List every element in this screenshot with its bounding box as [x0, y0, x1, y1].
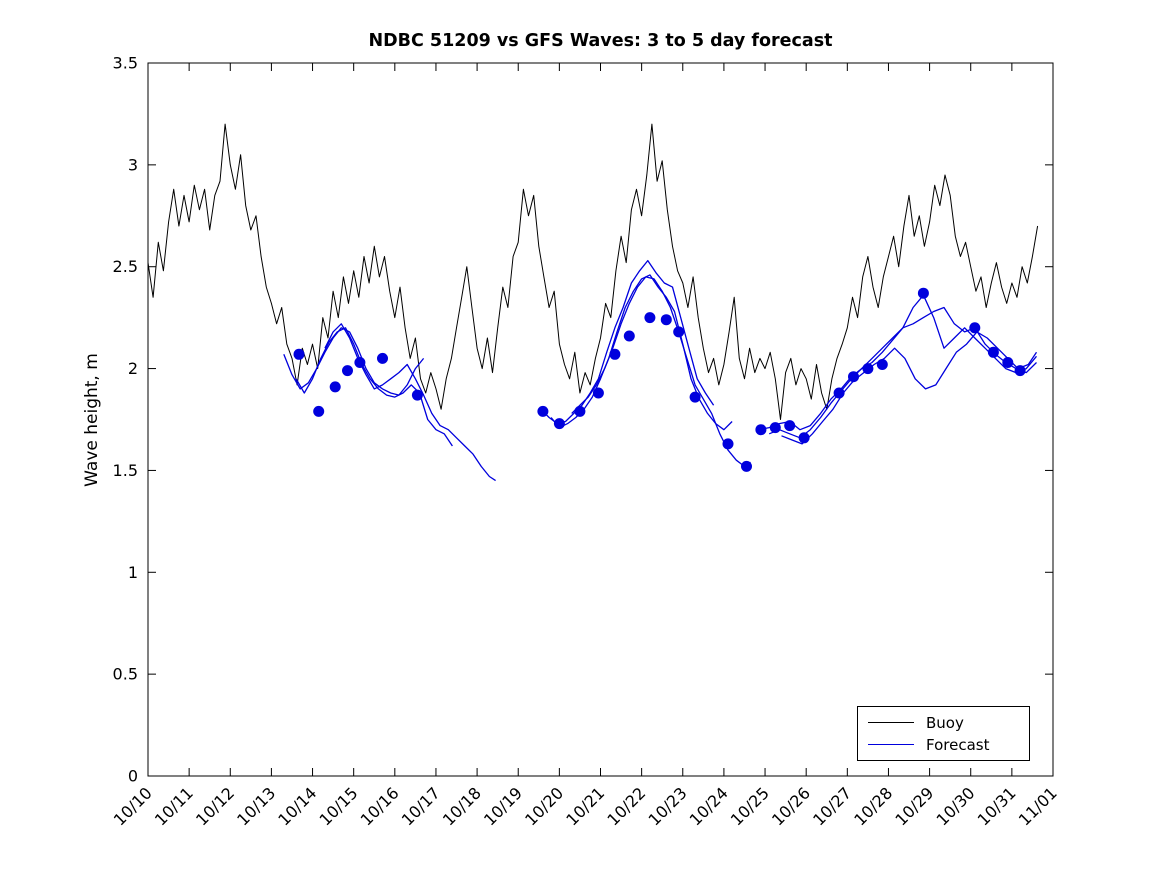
- forecast-marker: [342, 365, 353, 377]
- forecast-marker: [741, 460, 752, 472]
- x-tick-label: 10/28: [850, 783, 896, 829]
- forecast-marker: [377, 352, 388, 364]
- x-tick-label: 10/17: [398, 783, 444, 829]
- forecast-marker: [722, 438, 734, 450]
- y-tick-label: 2.5: [113, 257, 138, 276]
- forecast-marker: [411, 389, 423, 401]
- y-axis-label: Wave height, m: [82, 353, 102, 487]
- x-tick-label: 10/19: [480, 783, 526, 829]
- x-tick-label: 10/22: [603, 783, 649, 829]
- forecast-marker: [1002, 357, 1014, 368]
- y-tick-label: 0: [128, 767, 138, 786]
- forecast-marker: [609, 348, 621, 360]
- forecast-series-line: [283, 327, 425, 396]
- forecast-marker: [833, 387, 845, 399]
- forecast-marker: [689, 391, 701, 403]
- forecast-series-line: [571, 276, 751, 468]
- x-tick-label: 10/11: [151, 783, 197, 829]
- x-tick-label: 11/01: [1015, 783, 1061, 829]
- forecast-marker: [660, 314, 672, 326]
- y-tick-label: 2: [128, 359, 138, 378]
- forecast-marker: [313, 405, 325, 417]
- forecast-marker: [862, 363, 874, 375]
- y-tick-label: 1: [128, 563, 138, 582]
- forecast-marker: [969, 322, 981, 334]
- forecast-marker: [644, 312, 656, 324]
- legend-entry-buoy: Buoy: [868, 714, 1019, 732]
- legend: Buoy Forecast: [857, 706, 1030, 761]
- forecast-series-line: [324, 323, 496, 482]
- forecast-marker: [755, 424, 767, 436]
- forecast-marker: [293, 348, 305, 360]
- y-tick-label: 3.5: [113, 54, 138, 73]
- x-tick-label: 10/16: [357, 783, 403, 829]
- x-tick-label: 10/13: [233, 783, 279, 829]
- x-tick-label: 10/23: [645, 783, 691, 829]
- x-tick-label: 10/27: [809, 783, 855, 829]
- forecast-marker: [673, 326, 685, 338]
- forecast-marker: [329, 381, 341, 393]
- legend-entry-forecast: Forecast: [868, 736, 1019, 754]
- x-tick-label: 10/15: [315, 783, 361, 829]
- forecast-marker: [917, 287, 929, 299]
- forecast-marker: [354, 357, 366, 368]
- forecast-series-line: [540, 259, 715, 425]
- x-tick-label: 10/20: [521, 783, 567, 829]
- buoy-line-sample-icon: [868, 722, 914, 723]
- forecast-marker: [784, 420, 796, 432]
- x-tick-label: 10/25: [727, 783, 773, 829]
- x-tick-label: 10/12: [192, 783, 238, 829]
- forecast-series-line: [781, 331, 1038, 445]
- x-tick-label: 10/10: [110, 783, 156, 829]
- x-tick-label: 10/24: [686, 783, 732, 829]
- chart-title: NDBC 51209 vs GFS Waves: 3 to 5 day fore…: [368, 31, 833, 51]
- forecast-series-line: [295, 327, 453, 447]
- forecast-marker: [537, 405, 549, 417]
- legend-label-buoy: Buoy: [926, 713, 964, 732]
- forecast-marker: [848, 371, 859, 383]
- forecast-marker: [574, 405, 586, 417]
- x-tick-label: 10/21: [562, 783, 608, 829]
- forecast-marker: [987, 346, 999, 358]
- x-tick-label: 10/29: [891, 783, 937, 829]
- y-tick-label: 1.5: [113, 461, 138, 480]
- x-tick-label: 10/26: [768, 783, 814, 829]
- x-tick-label: 10/30: [933, 783, 979, 829]
- x-tick-label: 10/18: [439, 783, 485, 829]
- buoy-series-line: [147, 123, 1039, 420]
- forecast-marker: [769, 422, 781, 434]
- forecast-marker: [876, 359, 888, 370]
- y-tick-label: 0.5: [113, 665, 138, 684]
- forecast-series-line: [768, 294, 1038, 439]
- x-tick-label: 10/31: [974, 783, 1020, 829]
- y-tick-label: 3: [128, 155, 138, 174]
- legend-label-forecast: Forecast: [926, 735, 990, 754]
- forecast-line-sample-icon: [868, 744, 914, 745]
- forecast-marker: [798, 432, 810, 444]
- forecast-marker: [592, 387, 604, 399]
- forecast-marker: [1014, 365, 1026, 377]
- x-tick-label: 10/14: [274, 783, 320, 829]
- forecast-marker: [553, 418, 565, 430]
- forecast-marker: [623, 330, 635, 342]
